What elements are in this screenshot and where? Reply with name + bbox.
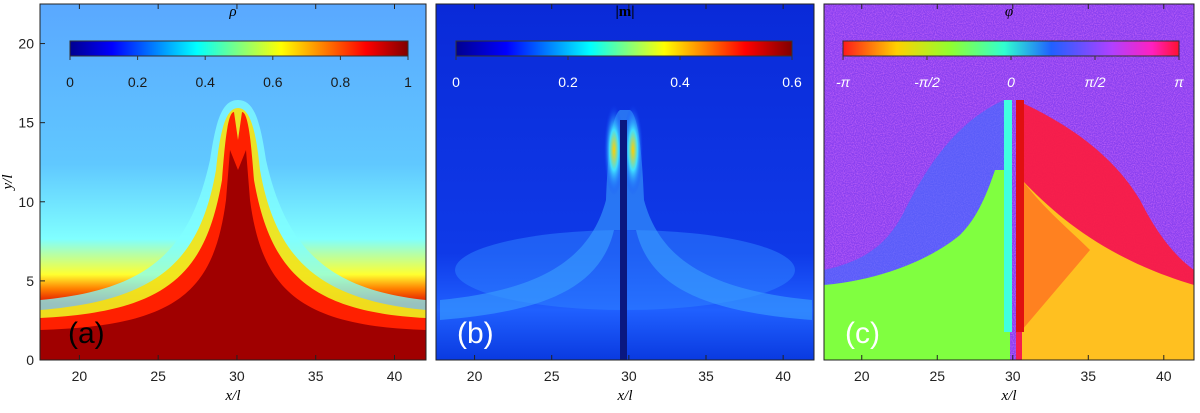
panel-b-wall bbox=[620, 120, 627, 360]
colorbar-tick-label: 0.8 bbox=[331, 74, 351, 90]
colorbar-c bbox=[842, 40, 1180, 57]
colorbar-c-ticks: -π -π/2 0 π/2 π bbox=[836, 56, 1184, 90]
colorbar-tick-label: -π/2 bbox=[914, 74, 940, 90]
panel-b-frame bbox=[435, 3, 815, 361]
colorbar-a-ticks: 0 0.2 0.4 0.6 0.8 1 bbox=[66, 56, 412, 90]
x-tick-label: 30 bbox=[229, 368, 245, 384]
ylabel-a: y/l bbox=[0, 175, 16, 192]
colorbar-tick-label: 0.4 bbox=[670, 74, 690, 90]
panel-b bbox=[436, 4, 814, 360]
panel-tag-b: (b) bbox=[457, 317, 494, 350]
panel-b-lobe-left bbox=[604, 105, 624, 195]
colorbar-tick-label: 0 bbox=[1007, 74, 1015, 90]
title-c: φ bbox=[1005, 4, 1013, 20]
panel-c-cyan-stripe bbox=[1004, 100, 1012, 332]
panel-a-frame bbox=[39, 3, 427, 361]
colorbar-tick-label: 0.4 bbox=[195, 74, 215, 90]
panel-tag-a: (a) bbox=[68, 317, 105, 350]
colorbar-tick-label: π bbox=[1174, 74, 1184, 90]
x-tick-label: 40 bbox=[387, 368, 403, 384]
xlabel-c: x/l bbox=[1001, 388, 1017, 404]
title-a: ρ bbox=[228, 4, 236, 20]
x-tick-label: 40 bbox=[1156, 368, 1172, 384]
colorbar-tick-label: 1 bbox=[404, 74, 412, 90]
x-tick-label: 30 bbox=[621, 368, 637, 384]
panel-b-lobe-right bbox=[623, 105, 643, 195]
y-tick-label: 15 bbox=[18, 115, 34, 131]
panel-c-frame bbox=[823, 3, 1195, 361]
colorbar-a bbox=[69, 40, 409, 57]
x-tick-label: 25 bbox=[544, 368, 560, 384]
y-tick-label: 5 bbox=[26, 273, 34, 289]
colorbar-tick-label: 0 bbox=[452, 74, 460, 90]
panel-a bbox=[40, 4, 426, 360]
colorbar-tick-label: π/2 bbox=[1084, 74, 1105, 90]
y-tick-label: 10 bbox=[18, 194, 34, 210]
colorbar-b-ticks: 0 0.2 0.4 0.6 bbox=[452, 56, 802, 90]
y-tick-label: 20 bbox=[18, 36, 34, 52]
panel-c-lower-yellow bbox=[1022, 180, 1194, 360]
colorbar-tick-label: 0.2 bbox=[558, 74, 578, 90]
x-tick-label: 35 bbox=[698, 368, 714, 384]
panel-tag-c: (c) bbox=[845, 317, 880, 350]
x-tick-label: 40 bbox=[775, 368, 791, 384]
colorbar-tick-label: -π bbox=[836, 74, 851, 90]
panel-c-lower-green bbox=[824, 170, 1010, 360]
panel-c-orange-blend bbox=[1022, 180, 1090, 330]
x-tick-label: 20 bbox=[854, 368, 870, 384]
colorbar-tick-label: 0.2 bbox=[128, 74, 148, 90]
colorbar-tick-label: 0 bbox=[66, 74, 74, 90]
xlabel-b: x/l bbox=[617, 388, 633, 404]
colorbar-b bbox=[455, 40, 793, 57]
xlabel-a: x/l bbox=[225, 388, 241, 404]
x-tick-label: 35 bbox=[1080, 368, 1096, 384]
panel-c bbox=[824, 4, 1194, 360]
panel-c-red-stripe bbox=[1016, 100, 1024, 332]
panel-a-jet-core bbox=[40, 150, 426, 360]
x-tick-label: 20 bbox=[467, 368, 483, 384]
x-tick-label: 30 bbox=[1005, 368, 1021, 384]
y-tick-label: 0 bbox=[26, 352, 34, 368]
x-tick-label: 20 bbox=[72, 368, 88, 384]
x-tick-label: 35 bbox=[308, 368, 324, 384]
title-b: |m| bbox=[615, 4, 634, 20]
x-tick-label: 25 bbox=[150, 368, 166, 384]
colorbar-tick-label: 0.6 bbox=[782, 74, 802, 90]
colorbar-tick-label: 0.6 bbox=[263, 74, 283, 90]
x-tick-label: 25 bbox=[929, 368, 945, 384]
